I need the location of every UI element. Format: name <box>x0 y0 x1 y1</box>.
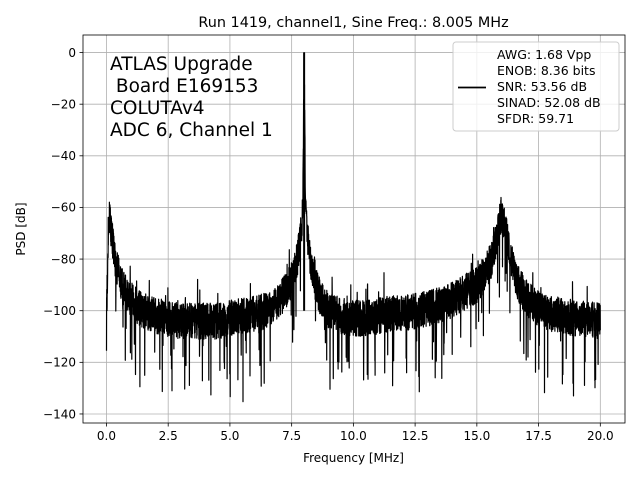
annotation-line: ATLAS Upgrade <box>110 54 253 75</box>
legend: AWG: 1.68 Vpp ENOB: 8.36 bits SNR: 53.56… <box>452 41 620 132</box>
legend-entry: ENOB: 8.36 bits <box>497 63 595 78</box>
x-tick-label: 10.0 <box>340 429 367 443</box>
annotation-line: COLUTAv4 <box>110 98 205 119</box>
legend-entry: AWG: 1.68 Vpp <box>497 47 591 62</box>
annotation-line: Board E169153 <box>110 76 258 97</box>
x-tick-label: 12.5 <box>402 429 429 443</box>
x-tick-label: 20.0 <box>587 429 614 443</box>
y-tick-label: −120 <box>43 356 76 370</box>
annotation-line: ADC 6, Channel 1 <box>110 120 273 141</box>
legend-entry: SNR: 53.56 dB <box>497 79 587 94</box>
y-tick-label: −100 <box>43 304 76 318</box>
y-tick-label: −80 <box>51 252 76 266</box>
legend-box <box>452 41 620 132</box>
y-axis: 0 −20 −40 −60 −80 −100 −120 −140 <box>43 46 83 421</box>
y-tick-label: 0 <box>68 46 76 60</box>
x-tick-label: 0.0 <box>97 429 116 443</box>
chart-title: Run 1419, channel1, Sine Freq.: 8.005 MH… <box>198 15 508 31</box>
legend-entry: SFDR: 59.71 <box>497 111 574 126</box>
x-tick-label: 7.5 <box>282 429 301 443</box>
psd-line <box>105 52 601 403</box>
y-axis-label: PSD [dB] <box>14 202 28 255</box>
y-tick-label: −140 <box>43 407 76 421</box>
plot-frame <box>82 34 626 424</box>
x-axis: 0.0 2.5 5.0 7.5 10.0 12.5 15.0 17.5 20.0 <box>97 423 614 443</box>
x-tick-label: 5.0 <box>220 429 239 443</box>
x-axis-label: Frequency [MHz] <box>303 451 404 465</box>
y-tick-label: −60 <box>51 201 76 215</box>
y-tick-label: −40 <box>51 149 76 163</box>
y-tick-label: −20 <box>51 97 76 111</box>
board-annotation: ATLAS Upgrade Board E169153 COLUTAv4 ADC… <box>110 54 273 141</box>
x-tick-label: 2.5 <box>159 429 178 443</box>
x-tick-label: 17.5 <box>525 429 552 443</box>
x-tick-label: 15.0 <box>463 429 490 443</box>
psd-trace <box>105 52 601 403</box>
legend-entry: SINAD: 52.08 dB <box>497 95 601 110</box>
